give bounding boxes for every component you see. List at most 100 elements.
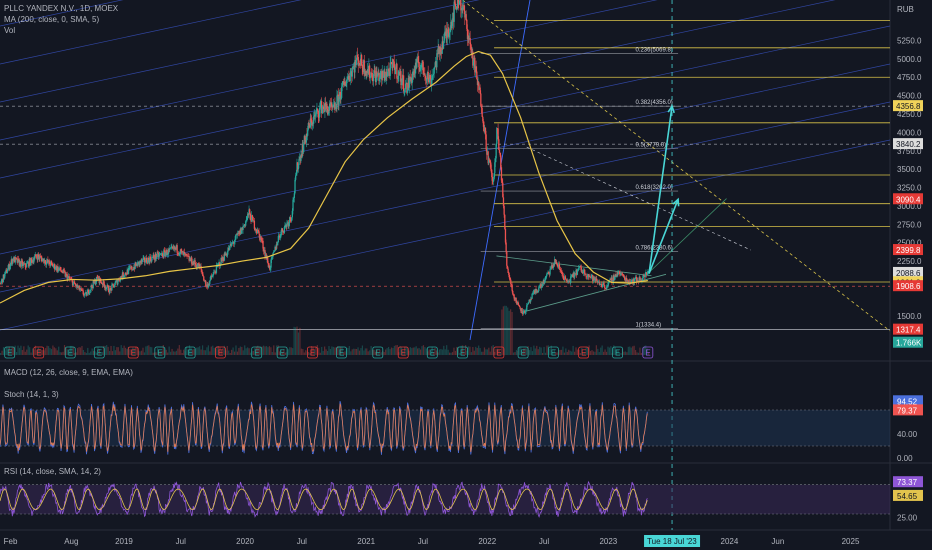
volume-bar [550,345,552,355]
price-tick: 4500.0 [897,92,922,101]
candle-body [319,105,321,108]
candle-body [94,280,96,285]
candle-body [23,263,25,265]
volume-bar [140,350,143,355]
stoch-legend[interactable]: Stoch (14, 1, 3) [4,390,59,399]
price-tick: 4000.0 [897,128,922,137]
candle-body [425,78,427,81]
earnings-marker [578,346,590,359]
stoch-value-label: 94.52 [897,397,918,406]
candle-body [616,272,619,277]
volume-bar [448,352,451,355]
candle-body [170,246,172,248]
volume-bar [626,352,628,355]
candle-body [347,75,349,77]
earnings-marker-label: E [496,349,501,358]
candle-body [352,66,354,70]
candle-body [284,224,286,228]
volume-bar [132,347,134,355]
volume-bar [66,349,69,355]
candle-body [532,293,534,295]
candle-body [600,284,603,285]
volume-bar [319,352,321,355]
candle-body [78,285,80,290]
volume-bar [332,346,334,355]
candle-body [434,66,436,68]
volume-bar [58,346,60,355]
candle-body [565,279,567,281]
candle-body [27,261,29,263]
candle-body [390,62,393,65]
candle-body [231,243,233,246]
volume-bar [268,346,271,355]
candle-body [46,259,48,262]
volume-bar [405,346,407,355]
candle-body [520,308,522,311]
volume-bar [328,346,330,355]
ma-legend[interactable]: MA (200, close, 0, SMA, 5) [4,15,100,24]
volume-bar [473,350,475,355]
candle-body [59,266,62,271]
candle-body [458,0,461,5]
candle-body [411,76,413,84]
earnings-marker-label: E [68,349,73,358]
candle-body [25,266,27,268]
candle-body [522,313,524,314]
time-tick: 2021 [357,537,375,546]
earnings-marker-label: E [310,349,315,358]
earnings-marker-label: E [131,349,136,358]
candle-body [183,252,185,256]
price-tick: 3750.0 [897,147,922,156]
candle-body [206,284,208,287]
candle-body [506,265,509,269]
volume-bar [43,350,45,355]
volume-bar [21,350,23,355]
rsi-legend[interactable]: RSI (14, close, SMA, 14, 2) [4,467,101,476]
candle-body [44,260,46,264]
macd-legend[interactable]: MACD (12, 26, close, 9, EMA, EMA) [4,368,133,377]
candle-body [446,29,448,38]
candle-body [322,106,324,108]
candle-body [435,61,437,68]
candle-body [264,250,266,257]
candle-body [37,254,40,257]
volume-bar [197,347,199,355]
candle-body [406,82,408,93]
candle-body [432,73,435,76]
candle-body [493,173,495,180]
candle-body [270,259,272,268]
volume-bar [289,347,291,355]
candle-body [135,262,137,266]
candle-body [443,33,445,43]
volume-bar [505,305,507,355]
candle-body [248,209,250,216]
time-tick: Jul [176,537,186,546]
volume-bar [454,350,457,355]
candle-body [391,64,393,69]
volume-bar [579,352,581,355]
volume-bar [183,349,185,355]
earnings-marker-label: E [36,349,41,358]
candle-body [221,257,223,261]
volume-bar [190,347,192,355]
volume-bar [605,351,608,355]
volume-bar [639,347,641,355]
candle-body [41,259,44,262]
candle-body [343,82,345,85]
symbol-title[interactable]: PLLC YANDEX N.V., 1D, MOEX [4,4,119,13]
volume-legend[interactable]: Vol [4,26,16,35]
candle-body [574,273,577,275]
candle-body [162,256,164,258]
candle-body [534,290,536,294]
candle-body [158,254,160,258]
candle-body [253,220,256,229]
candle-body [211,276,213,277]
candle-body [529,299,531,302]
date-tag-label: Tue 18 Jul '23 [647,537,697,546]
candle-body [370,72,372,77]
candle-body [290,219,292,221]
volume-bar [581,348,583,355]
candle-body [144,261,146,263]
volume-bar [79,347,82,355]
